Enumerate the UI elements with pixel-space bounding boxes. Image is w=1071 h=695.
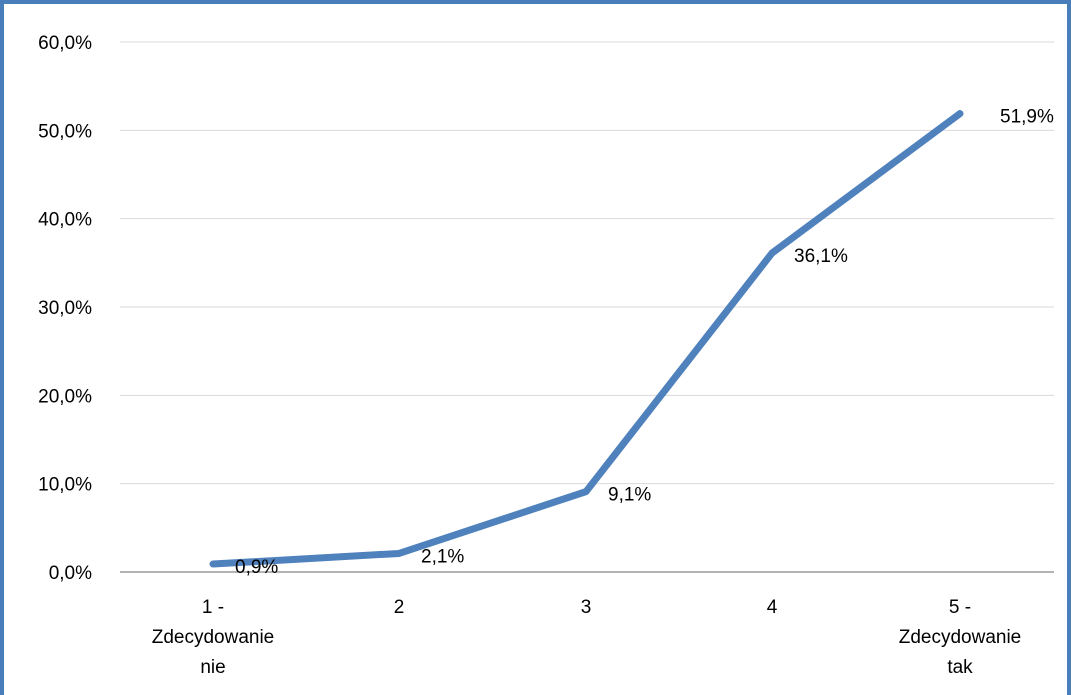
x-tick-label: 4 <box>767 597 778 618</box>
series-line <box>209 110 964 568</box>
y-tick-label: 10,0% <box>38 475 92 496</box>
data-label: 51,9% <box>1000 107 1054 128</box>
x-tick-label: tak <box>947 657 973 678</box>
x-tick-label: nie <box>200 657 225 678</box>
x-tick-label: Zdecydowanie <box>152 627 275 648</box>
y-tick-label: 60,0% <box>38 33 92 54</box>
data-labels: 0,9% 2,1% 9,1% 36,1% 51,9% <box>235 107 1054 578</box>
data-label: 36,1% <box>794 246 848 267</box>
x-tick-label: Zdecydowanie <box>899 627 1022 648</box>
data-label: 2,1% <box>421 546 464 567</box>
data-label: 0,9% <box>235 557 278 578</box>
gridlines <box>120 41 1054 573</box>
x-tick-label: 2 <box>394 597 405 618</box>
x-tick-label: 1 - <box>202 597 224 618</box>
y-tick-label: 30,0% <box>38 298 92 319</box>
y-tick-label: 50,0% <box>38 121 92 142</box>
y-tick-label: 40,0% <box>38 210 92 231</box>
x-tick-label: 3 <box>581 597 592 618</box>
x-tick-label: 5 - <box>949 597 971 618</box>
series-layer <box>209 110 964 568</box>
y-axis: 0,0% 10,0% 20,0% 30,0% 40,0% 50,0% 60,0% <box>38 33 92 584</box>
data-label: 9,1% <box>608 485 651 506</box>
x-axis: 1 - Zdecydowanie nie 2 3 4 5 - Zdecydowanie tak <box>152 597 1022 678</box>
y-tick-label: 20,0% <box>38 386 92 407</box>
y-tick-label: 0,0% <box>49 563 92 584</box>
